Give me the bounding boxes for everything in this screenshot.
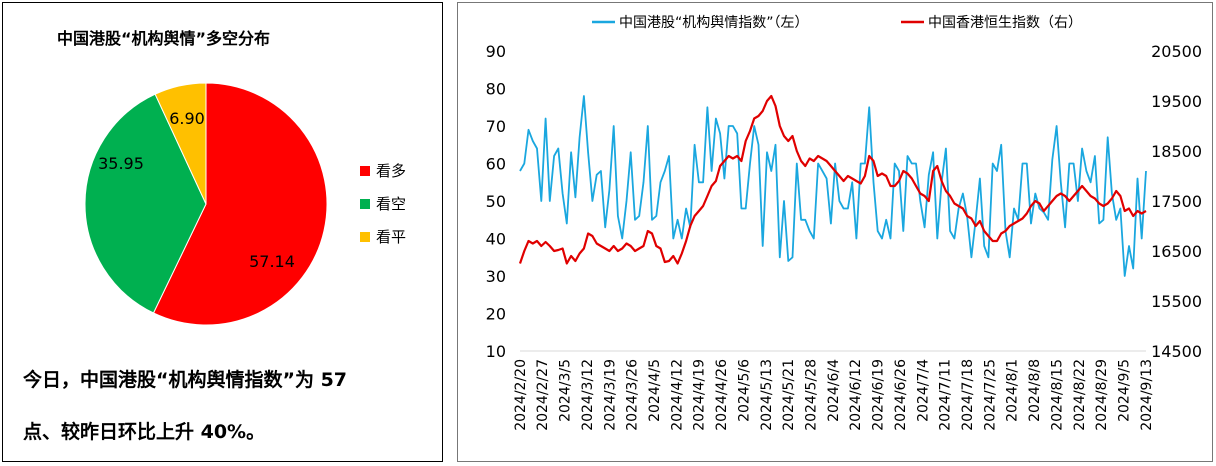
legend-label-2: 看平 [376,228,406,246]
x-tick-label: 2024/8/22 [1072,359,1088,431]
pie-slice-0 [152,82,328,326]
x-tick-label: 2024/7/25 [982,359,998,431]
y-left-tick-label: 60 [486,155,506,174]
x-tick-label: 2024/2/20 [513,359,529,431]
x-tick-label: 2024/6/4 [826,359,842,422]
x-tick-label: 2024/5/28 [804,359,820,431]
x-tick-label: 2024/8/8 [1027,359,1043,422]
x-tick-label: 2024/8/1 [1005,359,1021,422]
legend-label-hsi: 中国香港恒生指数（右） [928,15,1082,31]
x-tick-label: 2024/4/12 [669,359,685,431]
y-right-tick-label: 16500 [1151,242,1202,261]
legend-swatch-0 [360,166,370,176]
x-tick-label: 2024/4/19 [692,359,708,431]
sentiment-index-panel: 中国港股“机构舆情指数”（左） 中国香港恒生指数（右） 10 20 30 40 50 60 70… [457,2,1213,462]
y-left-tick-label: 70 [486,117,506,136]
summary-line-1: 今日，中国港股“机构舆情指数”为 57 [23,369,348,391]
pie-chart-title: 中国港股“机构舆情”多空分布 [57,29,271,48]
x-tick-label: 2024/3/26 [625,359,641,431]
legend-label-0: 看多 [376,162,406,180]
summary-line-2: 点、较昨日环比上升 40%。 [23,421,266,443]
legend-label-sentiment: 中国港股“机构舆情指数”（左） [619,15,809,31]
series-line-sentiment [519,95,1147,277]
y-right-tick-label: 18500 [1151,142,1202,161]
y-left-tick-label: 10 [486,342,506,361]
pie-data-label-0: 57.14 [249,252,295,271]
x-tick-label: 2024/6/19 [871,359,887,431]
y-right-tick-label: 20500 [1151,42,1202,61]
x-tick-label: 2024/5/6 [736,359,752,422]
pie-slice-1 [84,93,207,314]
y-left-tick-label: 30 [486,267,506,286]
y-right-tick-label: 17500 [1151,192,1202,211]
x-tick-label: 2024/2/27 [535,359,551,431]
y-right-tick-label: 14500 [1151,342,1202,361]
line-chart: 中国港股“机构舆情指数”（左） 中国香港恒生指数（右） 10 20 30 40 50 60 70… [486,15,1202,431]
series-line-hsi [518,94,1147,265]
x-tick-label: 2024/8/15 [1049,359,1065,431]
x-tick-label: 2024/4/26 [714,359,730,431]
y-left-tick-label: 20 [486,305,506,324]
y-right-tick-label: 15500 [1151,292,1202,311]
x-tick-label: 2024/7/11 [938,359,954,431]
x-tick-label: 2024/6/12 [848,359,864,431]
x-tick-label: 2024/4/5 [647,359,663,422]
x-tick-label: 2024/3/5 [558,359,574,422]
x-tick-label: 2024/5/21 [781,359,797,431]
pie-slice-2 [154,82,207,205]
x-tick-label: 2024/5/13 [759,359,775,431]
y-right-tick-label: 19500 [1151,92,1202,111]
y-left-tick-label: 50 [486,192,506,211]
sentiment-distribution-panel: 中国港股“机构舆情”多空分布 57.14 35.95 6.90 看多看空看平 今日，中… [2,2,443,462]
pie-data-label-2: 6.90 [169,109,205,128]
x-tick-label: 2024/9/5 [1117,359,1133,422]
x-tick-label: 2024/7/4 [915,359,931,422]
y-left-tick-label: 80 [486,80,506,99]
x-tick-label: 2024/3/12 [580,359,596,431]
x-tick-label: 2024/8/29 [1094,359,1110,431]
x-tick-label: 2024/6/26 [893,359,909,431]
pie-data-label-1: 35.95 [98,154,144,173]
legend-swatch-2 [360,232,370,242]
x-tick-label: 2024/9/13 [1139,359,1155,431]
legend-label-1: 看空 [376,195,406,213]
legend-swatch-1 [360,199,370,209]
x-tick-label: 2024/7/18 [960,359,976,431]
x-tick-label: 2024/3/19 [602,359,618,431]
y-left-tick-label: 40 [486,230,506,249]
y-left-tick-label: 90 [486,42,506,61]
